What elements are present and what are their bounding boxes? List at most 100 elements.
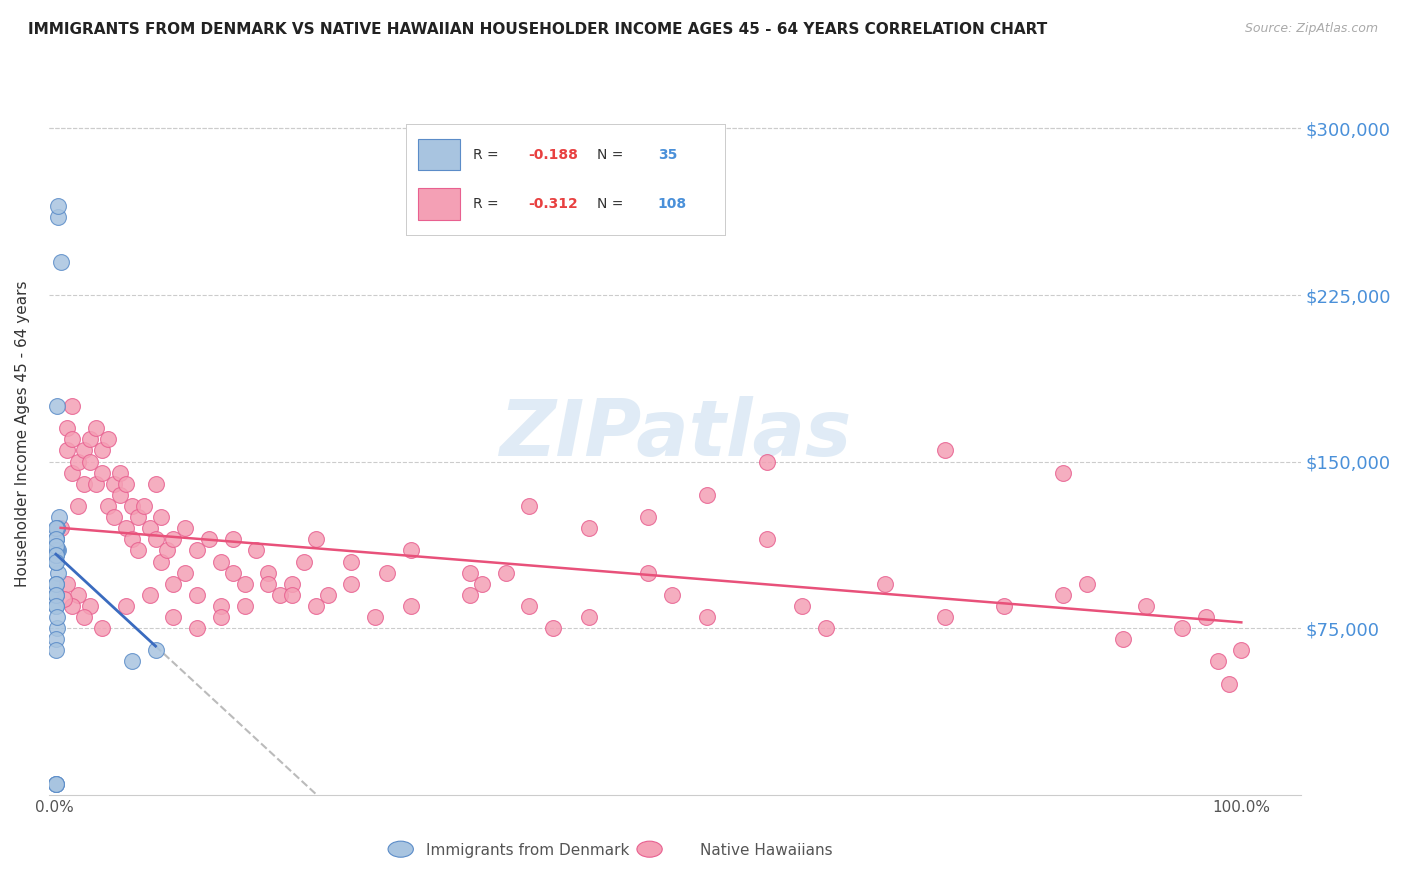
Point bbox=[55, 421, 77, 435]
Point bbox=[399, 543, 422, 558]
Point bbox=[45, 776, 67, 790]
Point bbox=[45, 576, 67, 591]
Point bbox=[132, 499, 155, 513]
Point bbox=[233, 576, 256, 591]
Point bbox=[257, 566, 280, 580]
Point bbox=[121, 655, 143, 669]
Point bbox=[79, 433, 101, 447]
Point bbox=[127, 543, 149, 558]
Point bbox=[121, 499, 143, 513]
Point bbox=[1206, 655, 1229, 669]
Point bbox=[162, 610, 184, 624]
Point bbox=[46, 199, 69, 213]
Point bbox=[46, 211, 69, 225]
Point bbox=[46, 543, 69, 558]
Point bbox=[45, 548, 67, 562]
Point bbox=[661, 588, 683, 602]
Point bbox=[150, 510, 173, 524]
Point bbox=[53, 592, 76, 607]
Text: IMMIGRANTS FROM DENMARK VS NATIVE HAWAIIAN HOUSEHOLDER INCOME AGES 45 - 64 YEARS: IMMIGRANTS FROM DENMARK VS NATIVE HAWAII… bbox=[28, 22, 1047, 37]
Point bbox=[108, 488, 131, 502]
Point bbox=[45, 539, 67, 553]
Point bbox=[209, 599, 232, 613]
Point bbox=[91, 621, 114, 635]
Point bbox=[45, 632, 67, 647]
Point bbox=[150, 555, 173, 569]
Point bbox=[186, 588, 208, 602]
Point bbox=[79, 454, 101, 468]
Point bbox=[696, 610, 718, 624]
Point bbox=[79, 599, 101, 613]
Point bbox=[67, 499, 90, 513]
Point bbox=[97, 499, 120, 513]
Point bbox=[55, 576, 77, 591]
Point bbox=[292, 555, 315, 569]
Point bbox=[67, 454, 90, 468]
Point bbox=[471, 576, 494, 591]
Point bbox=[45, 599, 67, 613]
Point bbox=[993, 599, 1015, 613]
Point bbox=[49, 521, 72, 535]
Point bbox=[45, 521, 67, 535]
Point bbox=[73, 443, 96, 458]
Point bbox=[127, 510, 149, 524]
Point bbox=[138, 521, 160, 535]
Text: ZIPatlas: ZIPatlas bbox=[499, 396, 851, 472]
Point bbox=[1230, 643, 1253, 657]
Point bbox=[696, 488, 718, 502]
Point bbox=[45, 776, 67, 790]
Point bbox=[84, 421, 107, 435]
Point bbox=[46, 521, 69, 535]
Point bbox=[578, 521, 600, 535]
Point bbox=[45, 776, 67, 790]
Point bbox=[45, 555, 67, 569]
Point bbox=[103, 476, 125, 491]
Point bbox=[1218, 676, 1240, 690]
Point bbox=[1135, 599, 1157, 613]
Y-axis label: Householder Income Ages 45 - 64 years: Householder Income Ages 45 - 64 years bbox=[15, 281, 30, 587]
Point bbox=[637, 510, 659, 524]
Point bbox=[84, 476, 107, 491]
Point bbox=[399, 599, 422, 613]
Point bbox=[115, 599, 138, 613]
Point bbox=[145, 476, 167, 491]
Point bbox=[209, 555, 232, 569]
Point bbox=[364, 610, 387, 624]
Point bbox=[755, 533, 778, 547]
Point bbox=[162, 533, 184, 547]
Point bbox=[305, 533, 328, 547]
Point bbox=[281, 576, 304, 591]
Point bbox=[458, 588, 481, 602]
Point bbox=[67, 588, 90, 602]
Point bbox=[305, 599, 328, 613]
Point bbox=[73, 610, 96, 624]
Point bbox=[316, 588, 339, 602]
Point bbox=[814, 621, 837, 635]
Point bbox=[62, 466, 84, 480]
Point bbox=[375, 566, 398, 580]
Text: Native Hawaiians: Native Hawaiians bbox=[700, 843, 832, 858]
Point bbox=[578, 610, 600, 624]
Point bbox=[145, 643, 167, 657]
Point bbox=[1171, 621, 1194, 635]
Point bbox=[73, 476, 96, 491]
Point bbox=[91, 466, 114, 480]
Point bbox=[198, 533, 221, 547]
Point bbox=[115, 521, 138, 535]
Point bbox=[340, 576, 363, 591]
Point bbox=[45, 588, 67, 602]
Point bbox=[1195, 610, 1218, 624]
Point bbox=[1052, 588, 1074, 602]
Point bbox=[62, 399, 84, 413]
Point bbox=[934, 443, 956, 458]
Point bbox=[340, 555, 363, 569]
Point bbox=[269, 588, 291, 602]
Point bbox=[45, 599, 67, 613]
Point bbox=[221, 566, 243, 580]
Text: Source: ZipAtlas.com: Source: ZipAtlas.com bbox=[1244, 22, 1378, 36]
Point bbox=[121, 533, 143, 547]
Point bbox=[156, 543, 179, 558]
Point bbox=[97, 433, 120, 447]
Point bbox=[45, 533, 67, 547]
Point bbox=[875, 576, 897, 591]
